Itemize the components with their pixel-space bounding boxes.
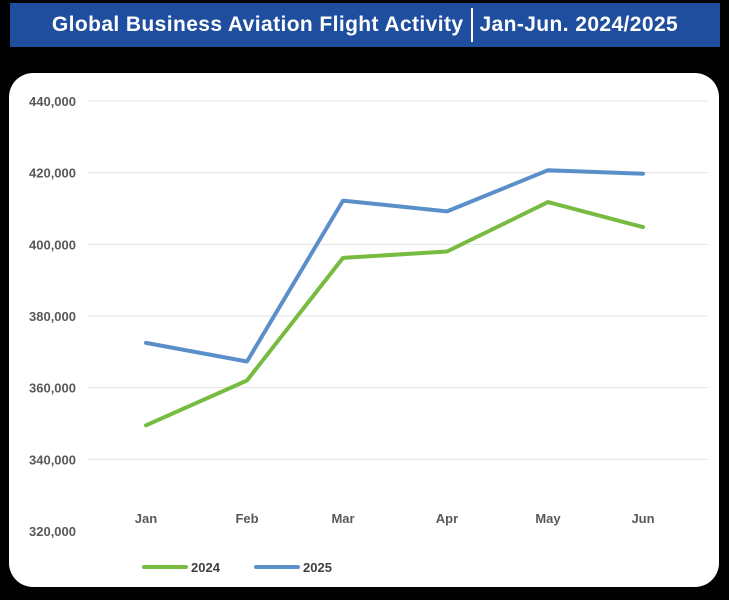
series-lines [144,168,645,428]
legend-label-2024: 2024 [191,560,221,575]
x-tick-label: May [535,511,561,526]
series-line-2024 [144,200,645,428]
legend-label-2025: 2025 [303,560,332,575]
x-axis-labels: Jan Feb Mar Apr May Jun [135,511,655,526]
y-tick-label: 320,000 [29,524,76,539]
x-tick-label: Apr [436,511,458,526]
series-line-2025 [144,168,645,364]
legend: 2024 2025 [142,560,332,575]
x-tick-label: Feb [235,511,258,526]
chart-title: Global Business Aviation Flight Activity [51,13,464,36]
y-tick-label: 440,000 [29,94,76,109]
chart-period: Jan-Jun. 2024/2025 [479,13,679,36]
gridlines [88,100,708,460]
y-tick-label: 360,000 [29,381,76,396]
x-tick-label: Jun [631,511,654,526]
y-tick-label: 340,000 [29,452,76,467]
y-tick-label: 400,000 [29,237,76,252]
y-tick-label: 380,000 [29,309,76,324]
title-separator [471,8,474,42]
title-banner: Global Business Aviation Flight Activity… [10,3,720,47]
y-axis-labels: 320,000 340,000 360,000 380,000 400,000 420,0… [29,94,76,539]
y-tick-label: 420,000 [29,166,76,181]
x-tick-label: Mar [331,511,354,526]
line-chart: 320,000 340,000 360,000 380,000 400,000 420,0… [29,94,708,575]
chart-card: 320,000 340,000 360,000 380,000 400,000 420,0… [9,73,719,587]
x-tick-label: Jan [135,511,157,526]
